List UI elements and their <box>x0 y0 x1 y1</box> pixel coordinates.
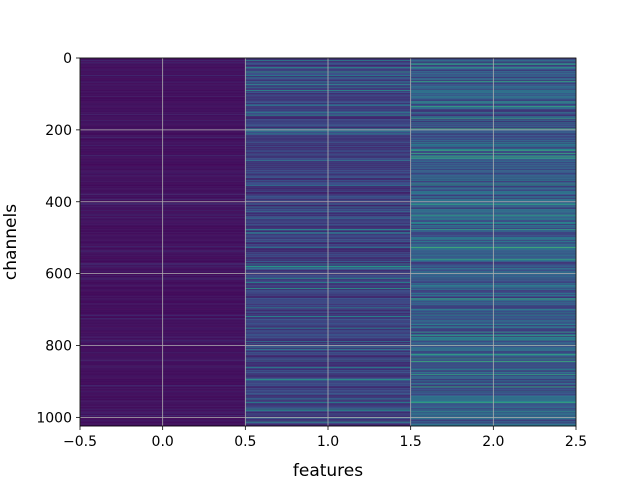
x-axis-label: features <box>293 461 363 480</box>
y-tick-label: 800 <box>45 339 72 355</box>
x-axis: −0.5 0.0 0.5 1.0 1.5 2.0 2.5 <box>63 426 587 450</box>
y-tick-label: 0 <box>63 51 72 67</box>
x-tick-label: −0.5 <box>63 434 97 450</box>
y-tick-label: 1000 <box>36 410 72 426</box>
x-tick-label: 2.0 <box>482 434 504 450</box>
x-tick-label: 2.5 <box>565 434 587 450</box>
y-tick-label: 200 <box>45 123 72 139</box>
y-tick-label: 400 <box>45 195 72 211</box>
y-tick-label: 600 <box>45 267 72 283</box>
y-axis-label: channels <box>1 204 21 280</box>
x-tick-label: 1.0 <box>317 434 339 450</box>
x-tick-label: 0.0 <box>152 434 174 450</box>
y-axis: 0 200 400 600 800 1000 <box>36 51 80 426</box>
x-tick-label: 1.5 <box>400 434 422 450</box>
x-tick-label: 0.5 <box>234 434 256 450</box>
